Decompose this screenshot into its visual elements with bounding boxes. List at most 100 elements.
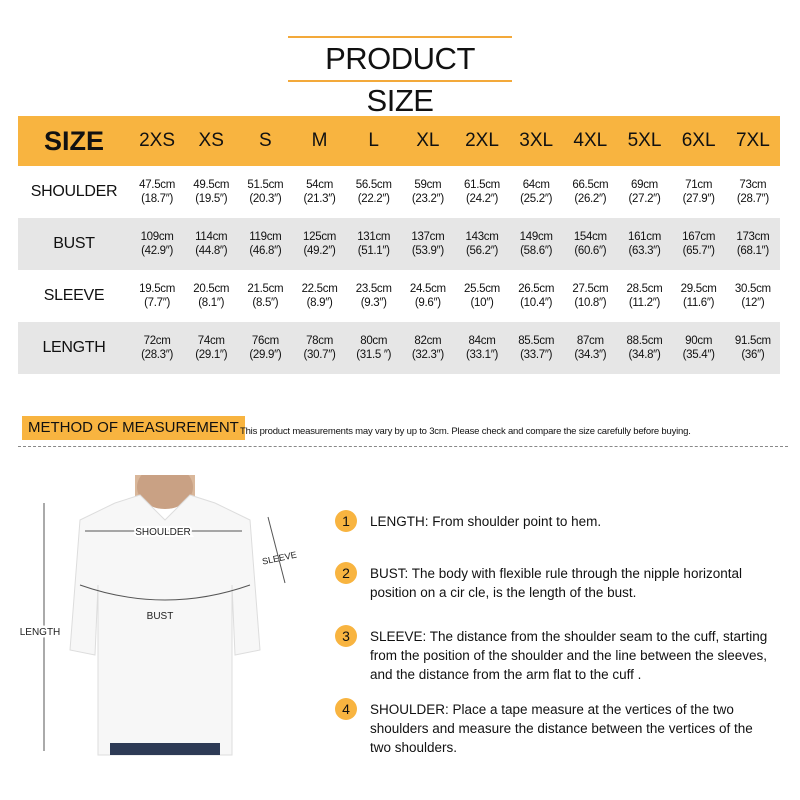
cell-inch: (8.5″)	[252, 297, 279, 309]
cell-cm: 71cm	[685, 179, 713, 191]
cell-inch: (27.9″)	[682, 193, 715, 205]
table-cell: 74cm (29.1″)	[184, 322, 238, 374]
size-header-s: S	[259, 130, 272, 151]
cell-inch: (10.8″)	[574, 297, 607, 309]
cell-cm: 25.5cm	[464, 283, 500, 295]
cell-inch: (29.1″)	[195, 349, 228, 361]
cell-inch: (33.1″)	[466, 349, 499, 361]
cell-inch: (58.6″)	[520, 245, 553, 257]
sleeve-line	[267, 516, 286, 584]
cell-inch: (44.8″)	[195, 245, 228, 257]
cell-inch: (28.7″)	[736, 193, 769, 205]
step-text: SHOULDER: Place a tape measure at the ve…	[370, 702, 753, 755]
cell-inch: (8.9″)	[306, 297, 333, 309]
table-cell: 25.5cm (10″)	[455, 270, 509, 322]
cell-inch: (29.9″)	[249, 349, 282, 361]
size-label: SIZE	[43, 125, 104, 156]
cell-cm: 173cm	[736, 231, 770, 243]
table-cell: 131cm (51.1″)	[347, 218, 401, 270]
cell-inch: (63.3″)	[628, 245, 661, 257]
table-cell: 85.5cm (33.7″)	[509, 322, 563, 374]
cell-inch: (24.2″)	[466, 193, 499, 205]
sleeve-label: SLEEVE	[261, 550, 297, 567]
cell-inch: (46.8″)	[249, 245, 282, 257]
size-header-6xl: 6XL	[681, 130, 716, 151]
cell-inch: (8.1″)	[198, 297, 225, 309]
step-number: 2	[335, 562, 357, 584]
cell-inch: (60.6″)	[574, 245, 607, 257]
cell-cm: 49.5cm	[193, 179, 230, 191]
cell-inch: (23.2″)	[411, 193, 444, 205]
size-header-7xl: 7XL	[735, 130, 770, 151]
table-cell: 114cm (44.8″)	[184, 218, 238, 270]
divider	[18, 446, 788, 447]
cell-inch: (21.3″)	[303, 193, 336, 205]
head-image	[137, 475, 193, 509]
table-cell: 49.5cm (19.5″)	[184, 166, 238, 218]
size-header-3xl: 3XL	[519, 130, 554, 151]
table-cell: 24.5cm (9.6″)	[401, 270, 455, 322]
step-shoulder: 4 SHOULDER: Place a tape measure at the v…	[335, 698, 775, 757]
step-text: BUST: The body with flexible rule throug…	[370, 566, 742, 600]
size-header-xl: XL	[416, 130, 440, 151]
table-cell: 80cm (31.5 ″)	[347, 322, 401, 374]
cell-cm: 88.5cm	[626, 335, 663, 347]
table-cell: 22.5cm (8.9″)	[292, 270, 346, 322]
table-cell: 109cm (42.9″)	[130, 218, 184, 270]
table-cell: 72cm (28.3″)	[130, 322, 184, 374]
table-cell: 173cm (68.1″)	[726, 218, 780, 270]
cell-cm: 73cm	[739, 179, 767, 191]
cell-cm: 78cm	[306, 335, 333, 347]
table-cell: 87cm (34.3″)	[563, 322, 617, 374]
cell-cm: 125cm	[303, 231, 337, 243]
table-cell: 20.5cm (8.1″)	[184, 270, 238, 322]
cell-cm: 131cm	[357, 231, 391, 243]
table-cell: 82cm (32.3″)	[401, 322, 455, 374]
table-cell: 27.5cm (10.8″)	[563, 270, 617, 322]
cell-cm: 26.5cm	[518, 283, 555, 295]
page-title: PRODUCT SIZE	[288, 36, 512, 118]
cell-cm: 90cm	[685, 335, 713, 347]
cell-cm: 30.5cm	[734, 283, 771, 295]
cell-cm: 59cm	[414, 179, 442, 191]
cell-cm: 149cm	[519, 231, 553, 243]
table-cell: 119cm (46.8″)	[238, 218, 292, 270]
size-header-l: L	[368, 130, 379, 151]
table-cell: 29.5cm (11.6″)	[672, 270, 726, 322]
table-cell: 154cm (60.6″)	[563, 218, 617, 270]
cell-cm: 114cm	[195, 231, 228, 243]
cell-inch: (20.3″)	[249, 193, 282, 205]
table-cell: 69cm (27.2″)	[617, 166, 671, 218]
cell-inch: (7.7″)	[144, 297, 171, 309]
cell-inch: (35.4″)	[682, 349, 715, 361]
table-cell: 23.5cm (9.3″)	[347, 270, 401, 322]
cell-inch: (42.9″)	[141, 245, 174, 257]
bust-line	[79, 584, 251, 601]
cell-cm: 28.5cm	[626, 283, 663, 295]
row-label: BUST	[53, 235, 95, 252]
method-label: METHOD OF MEASUREMENT	[22, 416, 245, 440]
table-cell: 30.5cm (12″)	[726, 270, 780, 322]
cell-inch: (27.2″)	[628, 193, 661, 205]
row-label: SLEEVE	[43, 287, 105, 304]
cell-cm: 161cm	[627, 231, 661, 243]
cell-inch: (9.6″)	[414, 297, 441, 309]
cell-inch: (32.3″)	[411, 349, 444, 361]
table-cell: 125cm (49.2″)	[292, 218, 346, 270]
cell-cm: 80cm	[360, 335, 388, 347]
table-cell: 51.5cm (20.3″)	[238, 166, 292, 218]
step-number: 3	[335, 625, 357, 647]
table-cell: 88.5cm (34.8″)	[617, 322, 671, 374]
bust-label: BUST	[147, 611, 174, 622]
cell-inch: (31.5 ″)	[356, 349, 392, 361]
step-bust: 2 BUST: The body with flexible rule throu…	[335, 562, 775, 602]
cell-cm: 154cm	[573, 231, 607, 243]
cell-inch: (51.1″)	[357, 245, 390, 257]
cell-inch: (26.2″)	[574, 193, 607, 205]
cell-cm: 29.5cm	[680, 283, 717, 295]
table-cell: 66.5cm (26.2″)	[563, 166, 617, 218]
cell-inch: (30.7″)	[303, 349, 336, 361]
shoulder-label: SHOULDER	[135, 527, 191, 538]
cell-cm: 56.5cm	[355, 179, 392, 191]
